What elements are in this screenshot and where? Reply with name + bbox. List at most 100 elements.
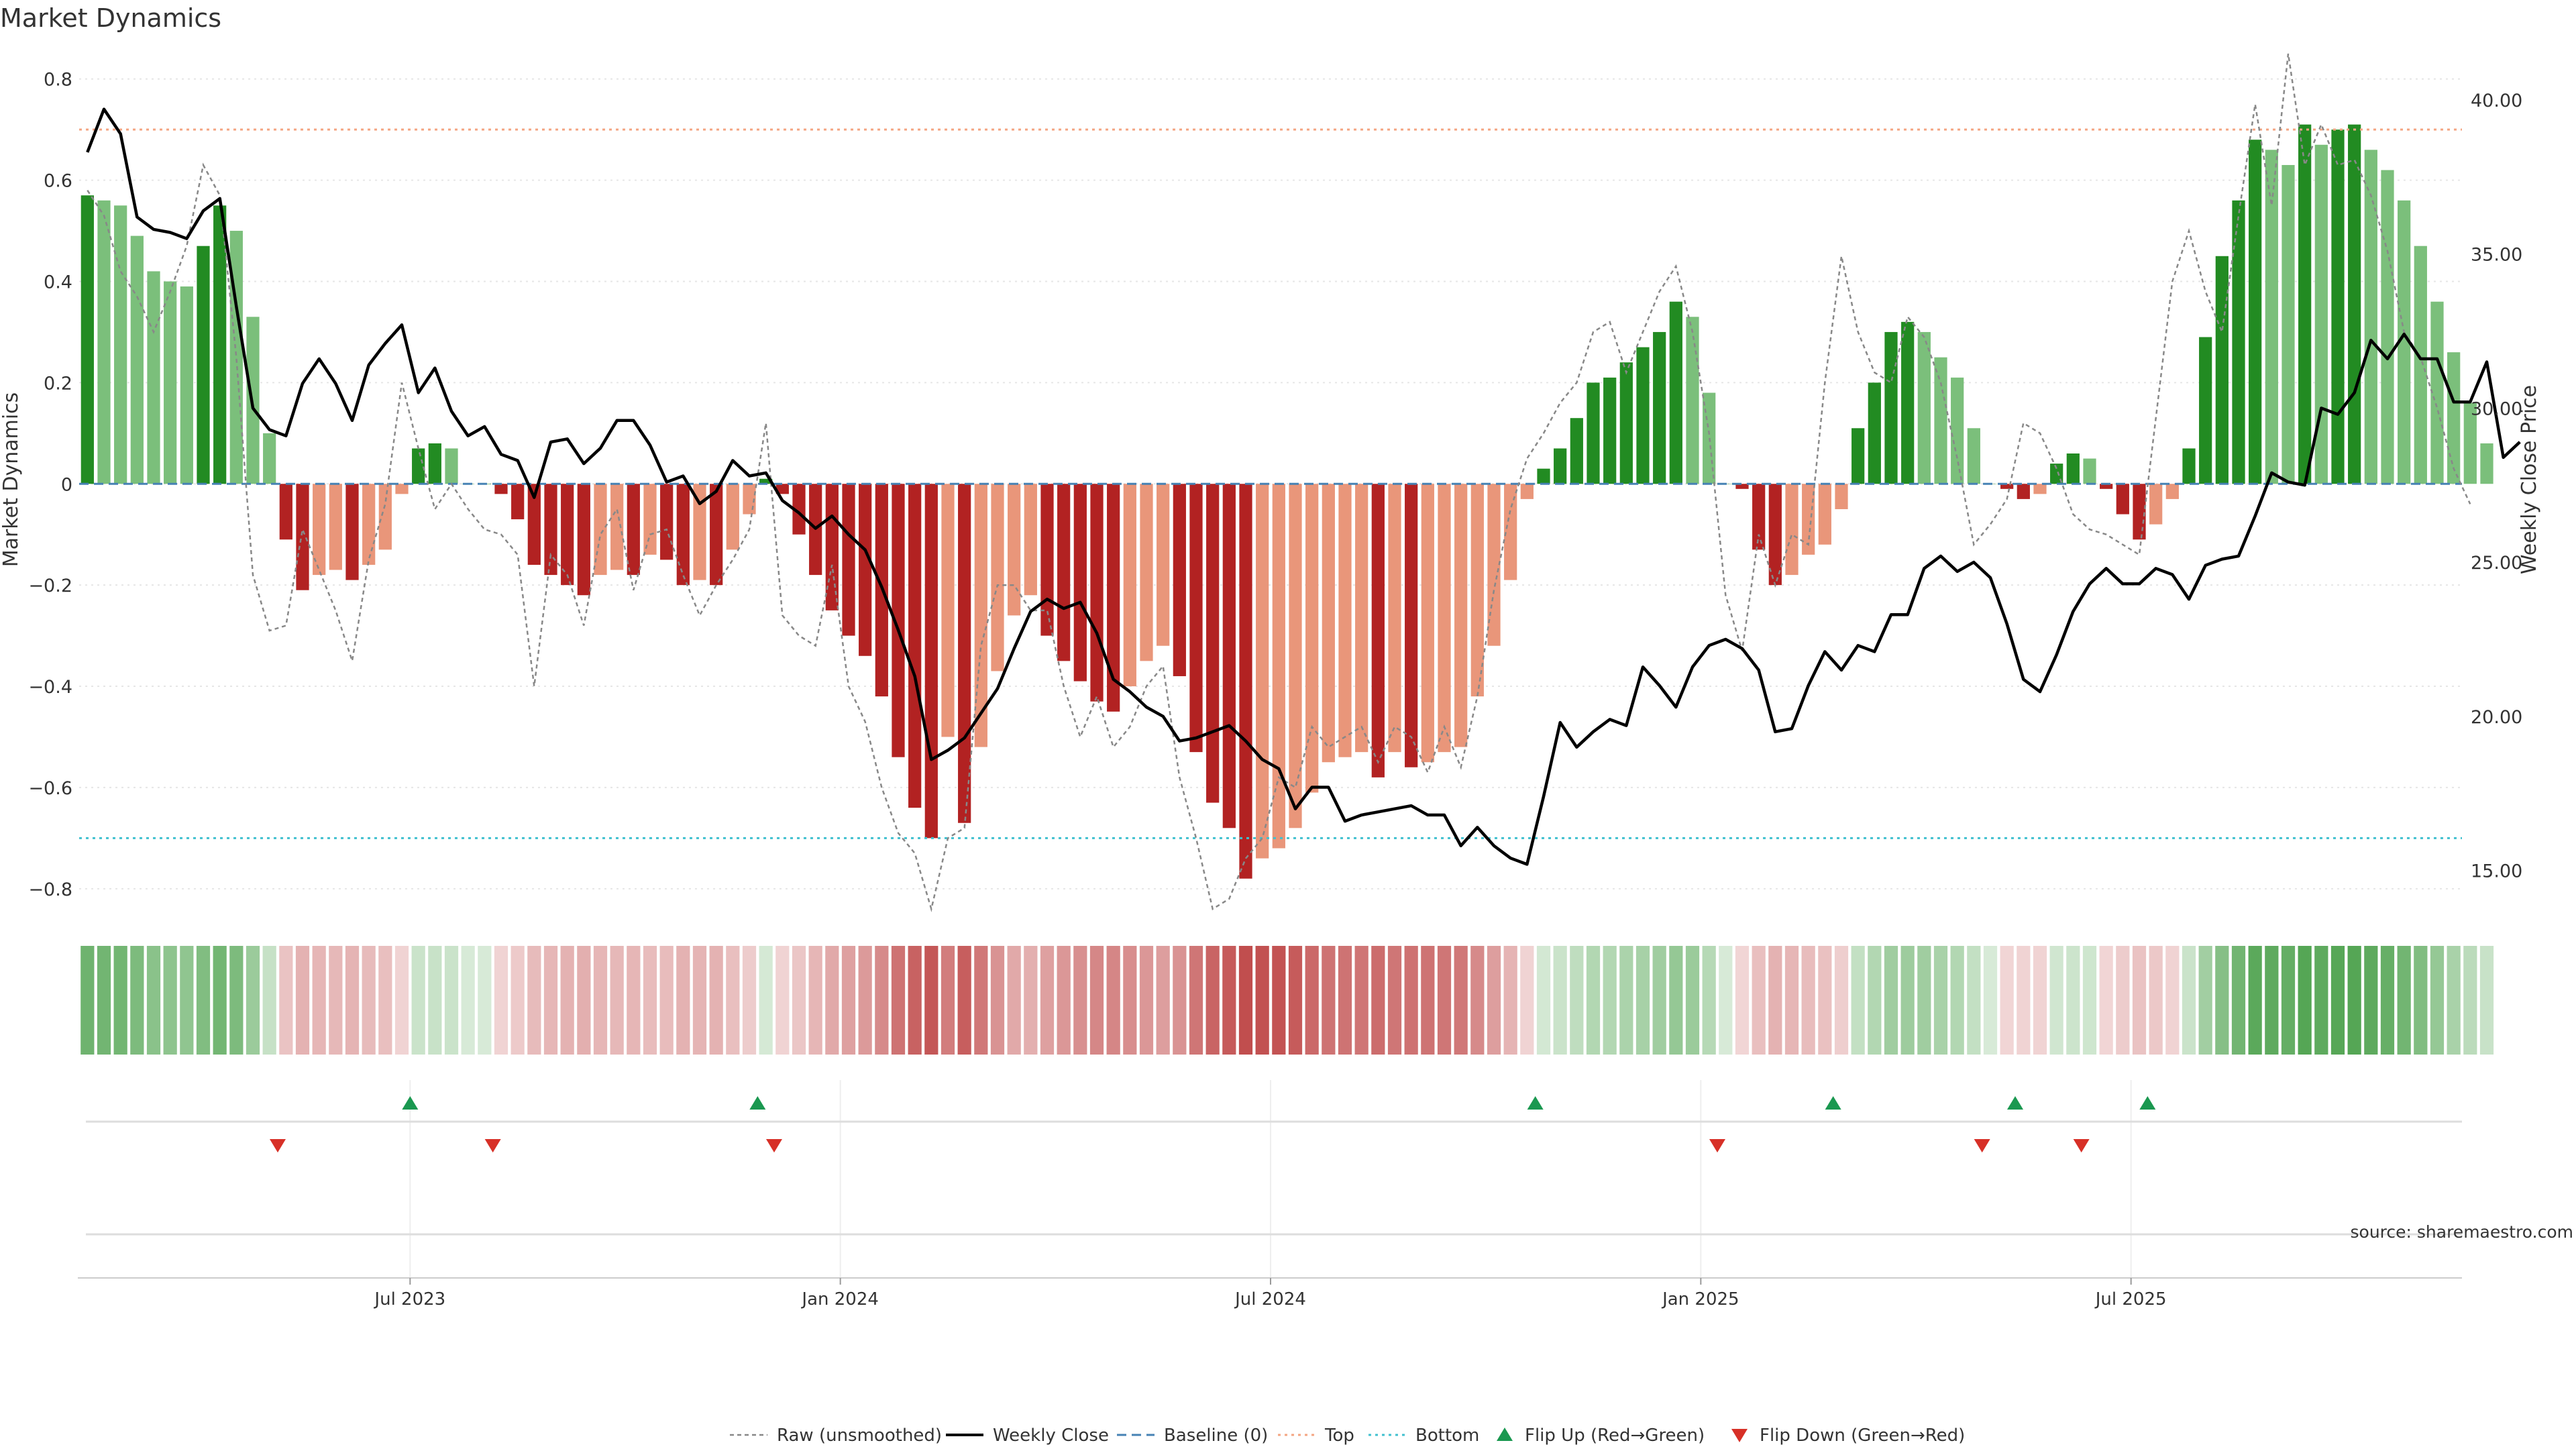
bar	[147, 271, 160, 484]
heat-cell	[1586, 946, 1601, 1055]
bar	[2000, 484, 2014, 489]
heat-cell	[2116, 946, 2130, 1055]
heat-cell	[2000, 946, 2014, 1055]
bar	[710, 484, 723, 586]
heat-cell	[113, 946, 127, 1055]
bar	[1454, 484, 1468, 747]
bar	[2348, 124, 2361, 484]
bar	[2447, 352, 2461, 484]
bar	[561, 484, 574, 586]
flip-down-marker	[1709, 1139, 1725, 1152]
heat-cell	[2397, 946, 2411, 1055]
heat-cell	[1421, 946, 1435, 1055]
bar	[859, 484, 872, 656]
bar	[2182, 448, 2196, 484]
bar	[2083, 458, 2096, 484]
bar	[2430, 301, 2444, 484]
heat-cell	[825, 946, 839, 1055]
bar	[1338, 484, 1352, 757]
heat-cell	[362, 946, 376, 1055]
flip-panel	[86, 1080, 2462, 1278]
heat-cell	[1652, 946, 1666, 1055]
bar	[511, 484, 525, 520]
bar	[345, 484, 359, 580]
legend-label: Flip Down (Green→Red)	[1760, 1426, 1965, 1446]
y2-tick-label: 25.00	[2471, 553, 2522, 574]
flip-down-marker	[2073, 1139, 2090, 1152]
heat-cell	[1553, 946, 1567, 1055]
bar	[378, 484, 392, 550]
bar	[2331, 129, 2345, 484]
heat-cell	[1305, 946, 1319, 1055]
y-tick-label: −0.8	[28, 879, 72, 900]
bar	[1785, 484, 1799, 576]
bar	[2381, 170, 2394, 484]
y2-tick-label: 40.00	[2471, 91, 2522, 111]
heat-cell	[1685, 946, 1700, 1055]
heat-cell	[792, 946, 806, 1055]
heat-cell	[378, 946, 392, 1055]
bar	[2398, 200, 2411, 484]
heat-cell	[2149, 946, 2163, 1055]
bar	[1686, 317, 1699, 484]
heat-cell	[262, 946, 276, 1055]
bar	[941, 484, 955, 737]
y-tick-label: 0	[61, 474, 72, 495]
legend-label: Bottom	[1415, 1426, 1479, 1446]
heat-cell	[1520, 946, 1534, 1055]
bar	[1222, 484, 1236, 828]
bar	[924, 484, 938, 839]
bar	[395, 484, 409, 494]
heat-cell	[957, 946, 971, 1055]
bar	[643, 484, 657, 555]
bar	[610, 484, 624, 570]
x-tick-label: Jul 2024	[1234, 1289, 1306, 1309]
y2-tick-label: 20.00	[2471, 707, 2522, 728]
bar	[2199, 337, 2212, 484]
heat-cell	[2066, 946, 2080, 1055]
bar	[1520, 484, 1534, 499]
heat-cell	[2430, 946, 2445, 1055]
heat-cell	[659, 946, 674, 1055]
bar	[660, 484, 674, 560]
heat-cell	[941, 946, 955, 1055]
raw-line	[87, 53, 2471, 912]
heat-cell	[875, 946, 889, 1055]
bar	[1470, 484, 1484, 697]
heat-cell	[1983, 946, 1998, 1055]
heat-cell	[1322, 946, 1336, 1055]
heat-cell	[560, 946, 574, 1055]
heat-cell	[1818, 946, 1832, 1055]
heat-cell	[196, 946, 211, 1055]
heat-cell	[891, 946, 906, 1055]
heat-cell	[511, 946, 525, 1055]
flip-up-marker	[402, 1096, 419, 1110]
legend-swatch	[1731, 1429, 1748, 1442]
bar	[1289, 484, 1302, 828]
heat-cell	[1057, 946, 1071, 1055]
heat-cell	[1851, 946, 1865, 1055]
heat-cell	[1470, 946, 1485, 1055]
y-axis-left: 0.8 0.6 0.4 0.2 0 −0.2 −0.4 −0.6 −0.8	[28, 70, 72, 900]
y-tick-label: 0.8	[44, 70, 72, 91]
bar	[1768, 484, 1782, 586]
heat-cell	[1238, 946, 1253, 1055]
bar	[263, 433, 276, 484]
heat-cell	[2215, 946, 2229, 1055]
heat-cell	[2082, 946, 2097, 1055]
heat-cell	[2198, 946, 2212, 1055]
heat-cell	[726, 946, 740, 1055]
legend-item: Flip Up (Red→Green)	[1497, 1426, 1705, 1446]
bar	[279, 484, 292, 540]
heat-cell	[2265, 946, 2279, 1055]
x-tick-label: Jan 2024	[800, 1289, 879, 1309]
heat-cell	[163, 946, 177, 1055]
heat-cell	[990, 946, 1005, 1055]
bar	[842, 484, 855, 636]
heat-cell	[2298, 946, 2312, 1055]
bar	[362, 484, 376, 565]
bar	[2265, 150, 2278, 484]
bar	[2066, 453, 2080, 484]
x-tick-label: Jul 2025	[2094, 1289, 2167, 1309]
